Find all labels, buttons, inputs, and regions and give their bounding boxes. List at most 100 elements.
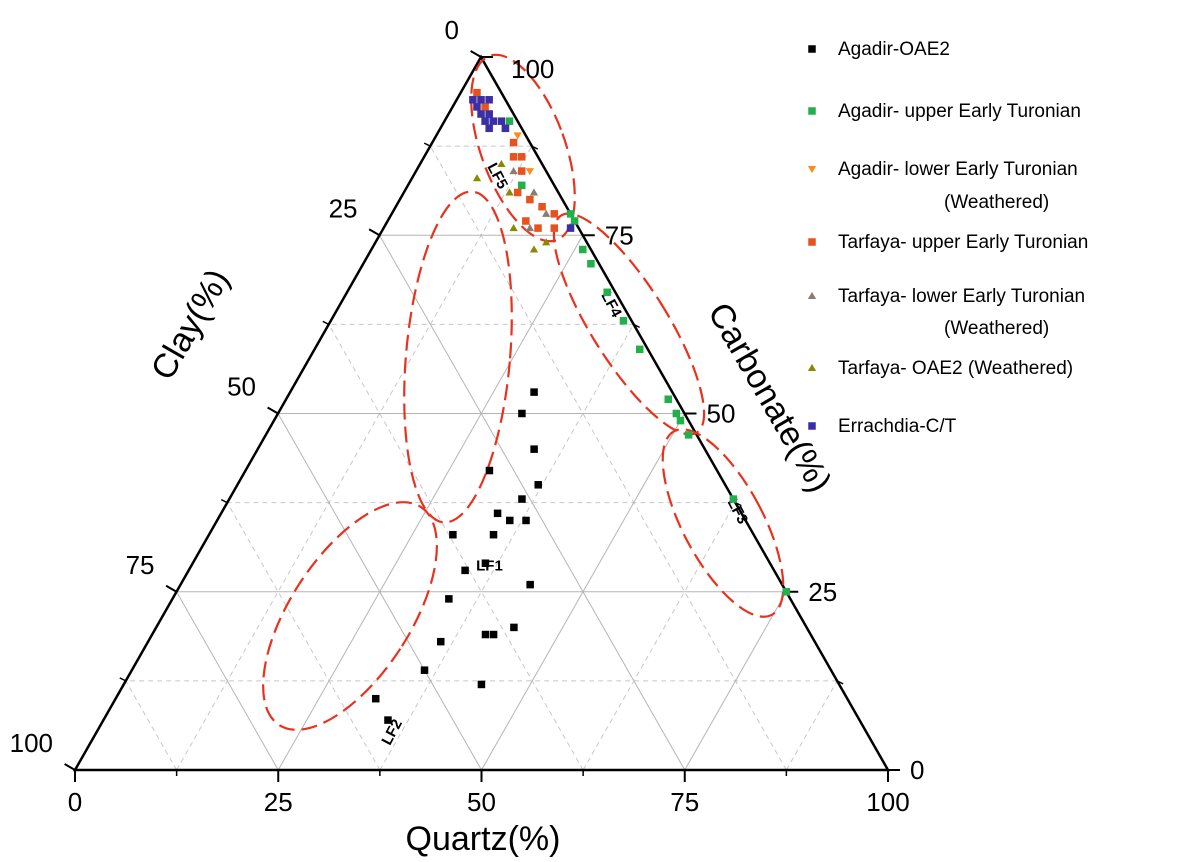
data-point — [603, 288, 611, 297]
legend-label-continued: (Weathered) — [944, 192, 1049, 213]
data-point — [481, 630, 490, 639]
field-ellipse-lf1 — [403, 190, 513, 524]
tick-label-quartz: 75 — [670, 787, 699, 817]
grid-line-quartz — [684, 591, 787, 771]
minor-tick-clay — [119, 677, 127, 682]
data-point — [530, 388, 538, 396]
minor-tick-clay — [423, 142, 431, 147]
data-point — [529, 245, 539, 253]
data-point — [481, 559, 490, 567]
data-point — [497, 159, 506, 167]
grid-line-quartz — [582, 502, 736, 771]
field-label-lf2: LF2 — [378, 716, 406, 748]
field-ellipse-lf4 — [552, 212, 706, 436]
minor-tick-carbonate — [531, 145, 539, 150]
data-point — [437, 637, 445, 646]
data-point — [530, 445, 538, 453]
quartz-axis-title: Quartz(%) — [406, 820, 561, 858]
tick-clay — [368, 228, 381, 237]
legend-label: Tarfaya- upper Early Turonian — [838, 232, 1088, 253]
carbonate-axis-title: Carbonate(%) — [700, 296, 839, 498]
tick-label-clay: 0 — [445, 15, 459, 45]
data-point — [509, 223, 518, 232]
data-point — [587, 260, 595, 268]
data-point — [538, 202, 546, 211]
data-point — [509, 153, 518, 161]
data-point — [485, 124, 493, 133]
data-point — [664, 395, 672, 403]
grid-line-clay — [277, 413, 482, 771]
data-point — [372, 694, 380, 703]
tick-clay — [470, 50, 482, 58]
tick-label-quartz: 25 — [264, 787, 293, 817]
data-point — [461, 566, 469, 575]
minor-tick-carbonate — [735, 501, 742, 507]
tick-label-quartz: 50 — [467, 787, 496, 817]
data-point — [481, 103, 489, 111]
data-point — [676, 416, 685, 425]
data-point — [449, 530, 457, 539]
grid-line-quartz — [785, 680, 838, 771]
grid-line-clay — [125, 680, 178, 771]
legend-marker — [808, 422, 816, 430]
data-point — [522, 516, 530, 525]
data-point — [782, 588, 790, 596]
data-point — [517, 181, 526, 190]
data-point — [510, 623, 518, 632]
grid-line-quartz — [176, 145, 533, 771]
data-point — [489, 530, 498, 539]
legend-label: Agadir-OAE2 — [838, 39, 950, 60]
tick-label-clay: 75 — [126, 550, 155, 580]
data-point — [517, 167, 526, 175]
data-point — [513, 132, 522, 140]
data-point — [570, 217, 579, 225]
data-point — [579, 245, 587, 254]
data-point — [477, 96, 485, 104]
data-point — [472, 174, 482, 182]
tick-clay — [64, 763, 76, 771]
legend-label: Tarfaya- OAE2 (Weathered) — [838, 358, 1073, 379]
data-point — [619, 317, 628, 325]
legend-label: Errachdia-C/T — [838, 416, 957, 437]
grid-line-clay — [328, 324, 584, 771]
legend-marker — [807, 166, 817, 174]
tick-clay — [267, 406, 279, 415]
legend-marker — [808, 107, 816, 115]
data-point — [505, 117, 514, 125]
clay-axis-title: Clay(%) — [144, 263, 237, 387]
legend-marker — [807, 363, 817, 371]
tick-label-carbonate: 75 — [605, 220, 634, 250]
data-point — [489, 117, 497, 125]
tick-label-carbonate: 0 — [910, 755, 924, 785]
minor-tick-clay — [322, 320, 330, 326]
legend-label-continued: (Weathered) — [944, 318, 1049, 339]
data-point — [566, 224, 575, 232]
legend-label: Agadir- upper Early Turonian — [838, 101, 1081, 122]
data-point — [445, 595, 453, 603]
triangle-frame — [64, 50, 900, 782]
data-point — [522, 217, 530, 225]
tick-label-carbonate: 25 — [808, 577, 837, 607]
data-point — [672, 409, 681, 418]
tick-label-clay: 50 — [227, 372, 256, 402]
minor-tick-clay — [220, 498, 228, 504]
data-point — [526, 580, 534, 589]
data-point — [509, 138, 518, 147]
legend-label: Agadir- lower Early Turonian — [838, 159, 1078, 180]
tick-label-quartz: 100 — [866, 787, 909, 817]
data-point — [384, 716, 392, 724]
data-point — [566, 210, 575, 218]
data-point — [505, 188, 514, 196]
field-label-lf5: LF5 — [483, 160, 511, 192]
data-point — [529, 188, 539, 196]
grid-line-clay — [429, 145, 787, 771]
data-point — [501, 124, 510, 133]
tick-label-clay: 100 — [10, 728, 53, 758]
data-point — [477, 110, 485, 118]
data-point — [473, 103, 481, 111]
legend-marker — [808, 45, 816, 53]
data-point — [420, 666, 429, 674]
data-point — [477, 680, 486, 689]
minor-tick-carbonate — [836, 680, 844, 685]
field-ellipse-lf3 — [661, 428, 785, 618]
